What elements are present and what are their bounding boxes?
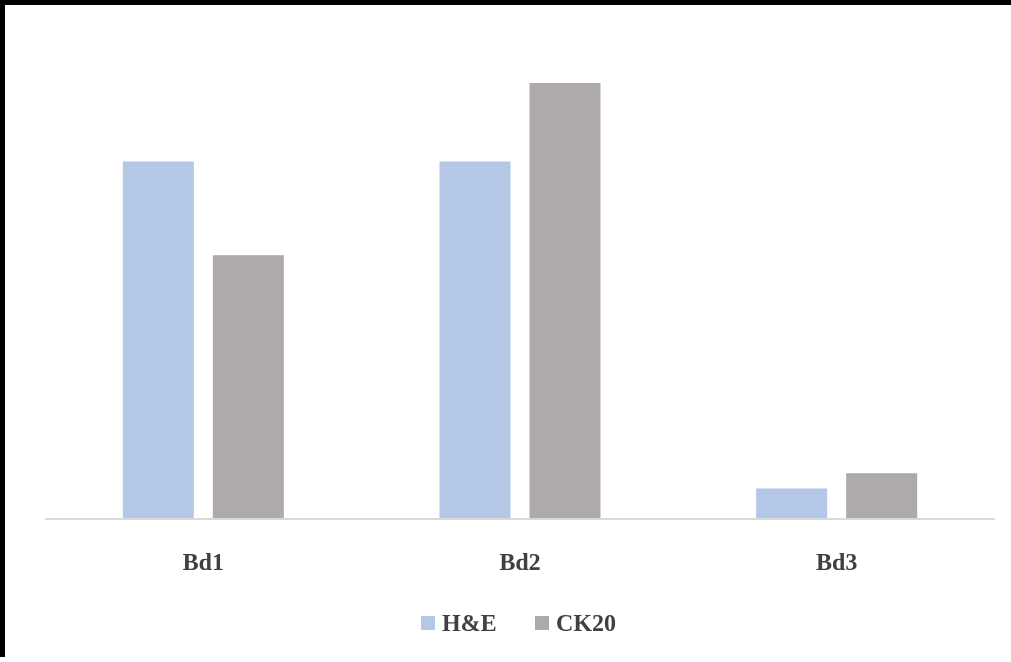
legend-label-ck20: CK20	[556, 611, 616, 637]
bar-ck20-bd2	[529, 83, 601, 519]
legend-label-he: H&E	[442, 611, 497, 637]
x-tick-label-bd1: Bd1	[183, 550, 224, 576]
legend: H&E CK20	[421, 611, 616, 637]
legend-swatch-ck20	[535, 616, 549, 630]
x-tick-labels: Bd1 Bd2 Bd3	[183, 550, 858, 576]
x-tick-label-bd2: Bd2	[499, 550, 540, 576]
bar-he-bd2	[439, 161, 511, 520]
bars-group	[122, 83, 918, 520]
x-tick-label-bd3: Bd3	[816, 550, 857, 576]
bar-he-bd1	[122, 161, 194, 520]
bar-ck20-bd1	[212, 255, 284, 519]
bar-he-bd3	[756, 488, 828, 519]
legend-swatch-he	[421, 616, 435, 630]
bar-ck20-bd3	[846, 473, 918, 519]
bar-chart: Bd1 Bd2 Bd3 H&E CK20	[45, 83, 995, 637]
